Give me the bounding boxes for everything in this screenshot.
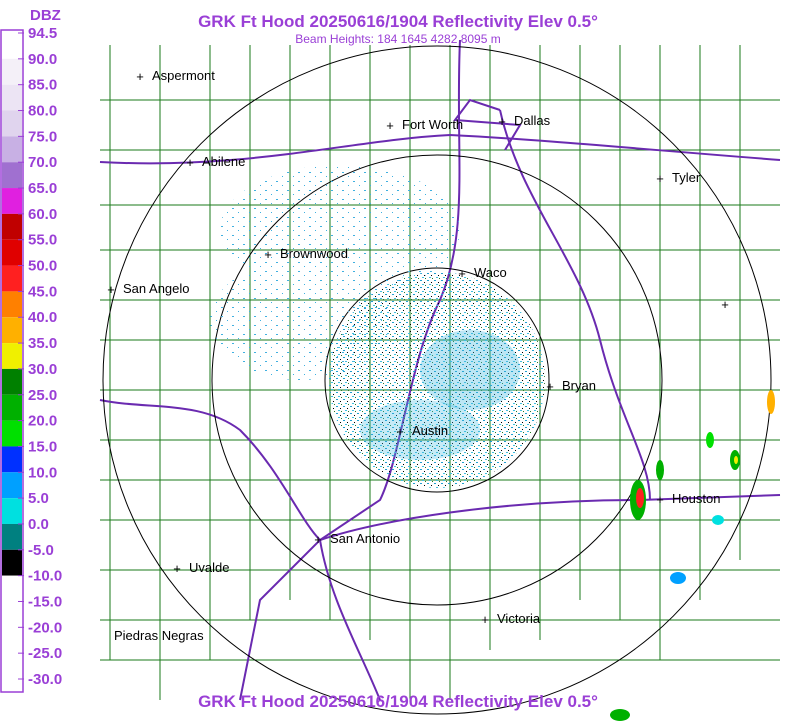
city-label: Waco [474,265,507,280]
legend-swatch [2,58,22,85]
legend-swatch [2,317,22,344]
city-label: Fort Worth [402,117,463,132]
city-label: Victoria [497,611,541,626]
city-marker: + [173,561,181,576]
city-marker: + [186,155,194,170]
legend-swatch [2,239,22,266]
legend-swatch [2,265,22,292]
legend-swatch [2,472,22,499]
city-marker: + [458,266,466,281]
legend-swatch [2,110,22,137]
legend-label: -30.0 [28,671,62,688]
legend-swatch [2,368,22,395]
legend-swatch [2,213,22,240]
city-marker: + [721,297,729,312]
legend-swatch [2,549,22,576]
legend-label: 80.0 [28,103,57,120]
legend-label: 75.0 [28,128,57,145]
echoes [210,165,775,721]
legend-swatch [2,653,22,679]
legend-label: 55.0 [28,232,57,249]
city-label: San Angelo [123,281,190,296]
legend-swatch [2,33,22,59]
legend-swatch [2,343,22,369]
legend-label: 15.0 [28,438,57,455]
legend-label: 60.0 [28,206,57,223]
city-marker: + [498,114,506,129]
legend-swatch [2,601,22,628]
legend-label: 85.0 [28,77,57,94]
city-marker: + [656,171,664,186]
legend-label: 40.0 [28,309,57,326]
legend-label: 20.0 [28,413,57,430]
legend-label: 10.0 [28,464,57,481]
legend-label: -5.0 [28,542,54,559]
legend-frame [0,29,24,693]
city-label: Dallas [514,113,551,128]
legend-swatch [2,627,22,654]
legend-swatch [2,188,22,214]
legend-swatch [2,498,22,524]
legend-label: 30.0 [28,361,57,378]
legend-label: 45.0 [28,283,57,300]
city-label: Brownwood [280,246,348,261]
legend-label: 0.0 [28,516,49,533]
legend-label: 94.5 [28,25,57,42]
cities: + Aspermont + Fort Worth + Dallas + Abilene + Tyl… [107,68,720,643]
legend-swatch [2,446,22,473]
legend-swatch [2,84,22,111]
legend-swatch [2,420,22,447]
legend-label: 50.0 [28,258,57,275]
city-marker: + [314,532,322,547]
city-label: San Antonio [330,531,400,546]
legend-swatch [2,162,22,189]
city-label: Bryan [562,378,596,393]
legend-swatch [2,136,22,163]
footer-title: GRK Ft Hood 20250616/1904 Reflectivity E… [198,692,598,711]
legend-label: 25.0 [28,387,57,404]
legend-unit: DBZ [30,7,61,24]
city-label: Houston [672,491,720,506]
city-label: Piedras Negras [114,628,204,643]
legend: 94.5 90.0 85.0 80.0 75.0 70.0 65.0 60.0 55.0 50.0… [2,25,62,688]
city-marker: + [136,69,144,84]
city-marker: + [546,379,554,394]
city-marker: + [656,492,664,507]
city-label: Aspermont [152,68,215,83]
legend-swatch [2,575,22,602]
legend-swatch [2,291,22,318]
legend-label: -15.0 [28,593,62,610]
legend-label: -25.0 [28,645,62,662]
legend-swatch [2,523,22,550]
city-marker: + [386,118,394,133]
legend-label: 90.0 [28,51,57,68]
city-label: Abilene [202,154,245,169]
city-label: Austin [412,423,448,438]
city-label: Uvalde [189,560,229,575]
city-marker: + [264,247,272,262]
legend-swatch [2,394,22,421]
legend-label: 35.0 [28,335,57,352]
city-marker: + [107,282,115,297]
legend-label: -20.0 [28,619,62,636]
title: GRK Ft Hood 20250616/1904 Reflectivity E… [198,12,598,31]
subtitle: Beam Heights: 184 1645 4282 8095 m [295,32,500,46]
city-marker: + [481,612,489,627]
legend-label: -10.0 [28,568,62,585]
legend-label: 5.0 [28,490,49,507]
legend-label: 70.0 [28,154,57,171]
city-marker: + [396,424,404,439]
city-label: Tyler [672,170,701,185]
legend-label: 65.0 [28,180,57,197]
